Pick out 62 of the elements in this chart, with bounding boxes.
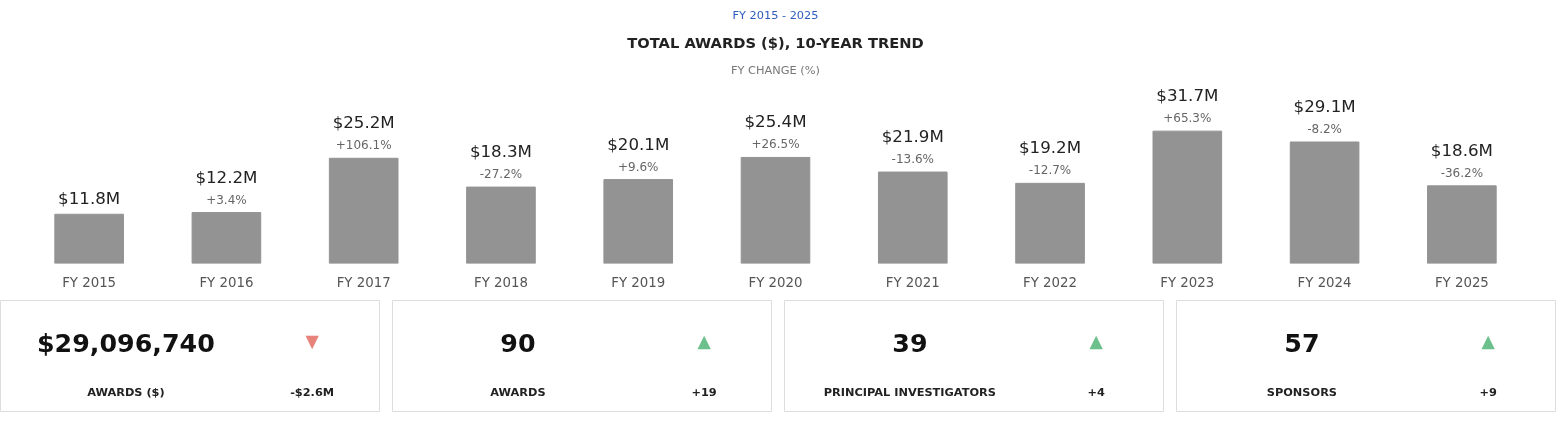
data-label: $21.9M bbox=[881, 127, 944, 147]
bar bbox=[328, 157, 399, 264]
text: +19 bbox=[691, 385, 717, 400]
bar bbox=[54, 213, 124, 264]
bar bbox=[191, 212, 262, 264]
annotation: +106.1% bbox=[335, 138, 392, 153]
annotation: +26.5% bbox=[751, 137, 800, 152]
x-tick-label: FY 2019 bbox=[611, 274, 666, 290]
bar bbox=[1152, 130, 1223, 264]
text: ▲ bbox=[1089, 330, 1104, 351]
x-tick-label: FY 2023 bbox=[1160, 274, 1215, 290]
x-tick-label: FY 2017 bbox=[336, 274, 391, 290]
annotation: -27.2% bbox=[479, 167, 523, 182]
x-tick-label: FY 2016 bbox=[199, 274, 254, 290]
annotation: -13.6% bbox=[891, 152, 934, 167]
data-label: $25.2M bbox=[332, 113, 395, 133]
data-label: $29.1M bbox=[1293, 96, 1356, 116]
x-tick-label: FY 2022 bbox=[1023, 274, 1078, 290]
x-tick-label: FY 2015 bbox=[62, 274, 117, 290]
annotation: -8.2% bbox=[1307, 121, 1343, 136]
text: $29,096,740 bbox=[36, 328, 215, 359]
annotation: -12.7% bbox=[1028, 163, 1072, 178]
text: FY CHANGE (%) bbox=[731, 62, 820, 77]
bar bbox=[1015, 182, 1085, 264]
annotation: +3.4% bbox=[206, 192, 247, 207]
data-label: $25.4M bbox=[744, 112, 807, 132]
bar bbox=[466, 186, 536, 264]
x-tick-label: FY 2024 bbox=[1297, 274, 1352, 290]
bar bbox=[1427, 185, 1497, 264]
data-label: $11.8M bbox=[58, 189, 121, 209]
annotation: +65.3% bbox=[1163, 111, 1212, 126]
text: 90 bbox=[500, 328, 536, 359]
chart-title: TOTAL AWARDS ($), 10-YEAR TREND bbox=[627, 33, 924, 51]
data-label: $12.2M bbox=[195, 167, 258, 187]
text: +9 bbox=[1479, 385, 1497, 400]
text: 39 bbox=[892, 328, 928, 359]
annotation: +9.6% bbox=[617, 159, 659, 174]
annotation: -36.2% bbox=[1440, 165, 1484, 180]
text: AWARDS ($) bbox=[87, 385, 165, 400]
data-label: $18.6M bbox=[1430, 140, 1493, 160]
bar bbox=[603, 179, 674, 264]
bar bbox=[740, 156, 811, 264]
text: PRINCIPAL INVESTIGATORS bbox=[823, 385, 996, 400]
text: 57 bbox=[1284, 328, 1320, 359]
text: AWARDS bbox=[490, 385, 546, 400]
chart-subtitle: FY 2015 - 2025 bbox=[732, 7, 819, 22]
text: ▲ bbox=[1481, 330, 1496, 351]
x-tick-label: FY 2025 bbox=[1434, 274, 1489, 290]
x-tick-label: FY 2018 bbox=[473, 274, 528, 290]
text: -$2.6M bbox=[290, 385, 335, 400]
x-tick-label: FY 2020 bbox=[748, 274, 803, 290]
text: ▲ bbox=[697, 330, 712, 351]
text: +4 bbox=[1087, 385, 1105, 400]
data-label: $20.1M bbox=[607, 134, 670, 154]
data-label: $31.7M bbox=[1156, 86, 1219, 106]
bar bbox=[1289, 141, 1360, 264]
text: SPONSORS bbox=[1266, 385, 1338, 400]
data-label: $18.3M bbox=[469, 142, 532, 162]
bar bbox=[877, 171, 948, 264]
x-tick-label: FY 2021 bbox=[885, 274, 940, 290]
data-label: $19.2M bbox=[1019, 138, 1082, 158]
text: ▼ bbox=[305, 330, 320, 351]
